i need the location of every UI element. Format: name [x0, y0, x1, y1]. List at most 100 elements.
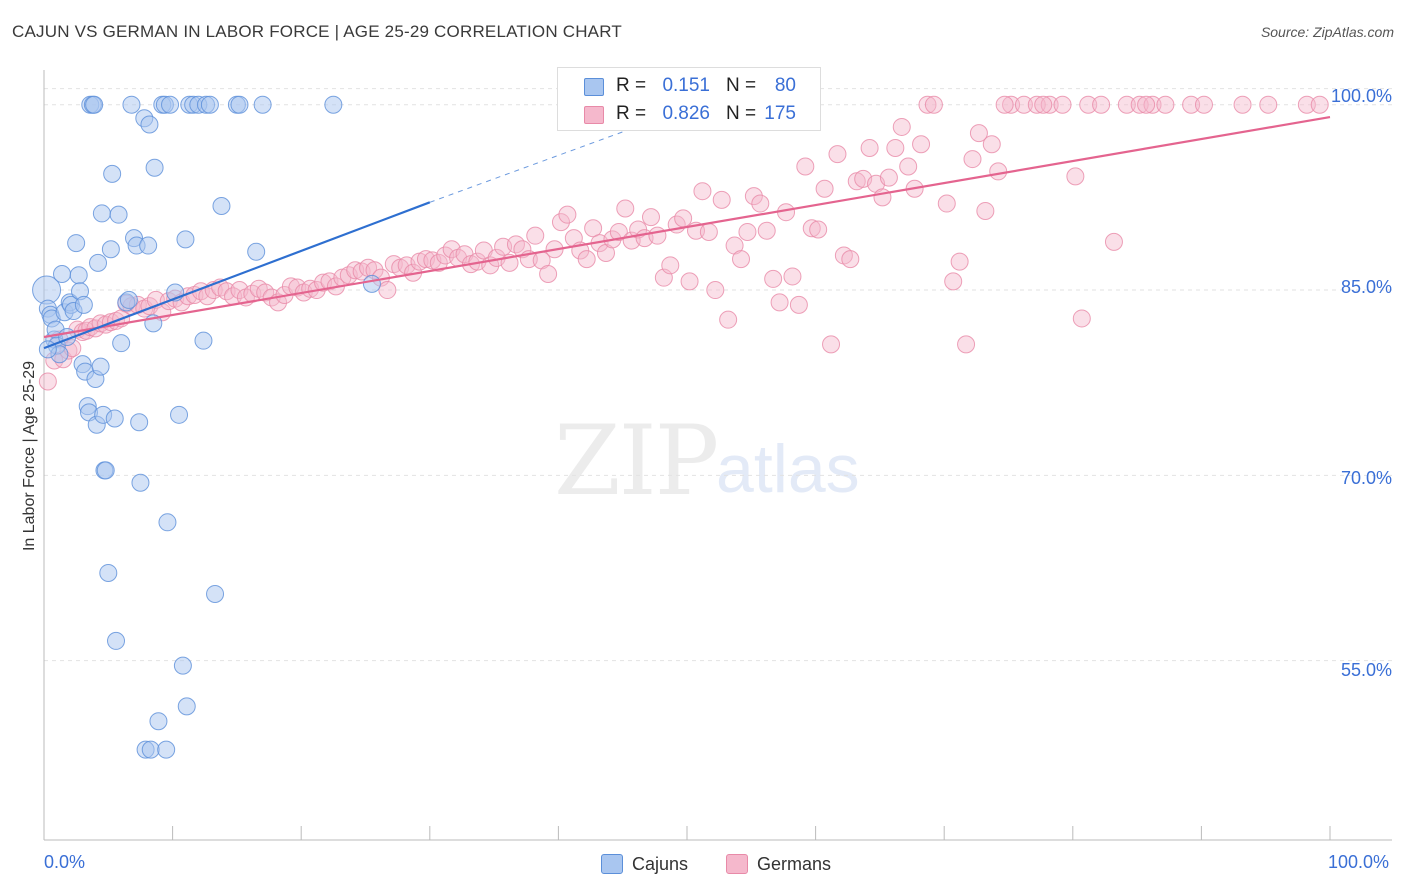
x-tick-label-min: 0.0% [44, 852, 86, 872]
chart-title: CAJUN VS GERMAN IN LABOR FORCE | AGE 25-… [12, 22, 622, 41]
y-tick-label-70: 70.0% [1340, 468, 1392, 488]
german-point-108 [706, 281, 725, 300]
y-tick-label-85: 85.0% [1340, 277, 1392, 297]
german-point-153 [1014, 95, 1033, 114]
german-point-109 [712, 190, 731, 209]
n-label: N = [726, 103, 757, 124]
cajun-point-46 [131, 473, 150, 492]
cajun-point-28 [91, 357, 110, 376]
cajun-point-57 [157, 740, 176, 759]
y-tick-label-100: 100.0% [1330, 86, 1392, 106]
cajun-point-70 [200, 95, 219, 114]
r-label: R = [616, 75, 647, 96]
german-point-143 [937, 194, 956, 213]
german-point-154 [1027, 95, 1046, 114]
german-point-150 [982, 135, 1001, 154]
german-point-162 [1117, 95, 1136, 114]
x-tick-label-max: 100.0% [1328, 852, 1390, 872]
german-point-57 [378, 281, 397, 300]
german-point-82 [539, 264, 558, 283]
cajun-point-38 [109, 205, 128, 224]
cajun-trendline [43, 201, 431, 350]
german-point-137 [892, 117, 911, 136]
german-point-93 [609, 222, 628, 241]
german-point-173 [995, 95, 1014, 114]
german-point-149 [976, 201, 995, 220]
german-point-151 [989, 162, 1008, 181]
cajun-point-76 [253, 95, 272, 114]
cajun-point-18 [74, 295, 93, 314]
cajun-swatch [584, 78, 604, 96]
stats-legend: R = 0.151 N = 80 R = 0.826 N = 175 [557, 67, 821, 131]
german-point-85 [558, 205, 577, 224]
german-point-132 [860, 138, 879, 157]
german-point-124 [809, 220, 828, 239]
german-point-99 [648, 226, 667, 245]
r-value: 0.826 [662, 103, 710, 124]
cajun-point-34 [101, 240, 120, 259]
german-point-0 [38, 372, 57, 391]
german-swatch [584, 106, 604, 124]
german-point-148 [969, 124, 988, 143]
cajun-point-71 [206, 584, 225, 603]
german-point-120 [783, 267, 802, 286]
german-point-161 [1104, 232, 1123, 251]
german-point-122 [796, 157, 815, 176]
german-point-110 [719, 310, 738, 329]
cajun-point-58 [158, 513, 177, 532]
cajun-point-62 [173, 656, 192, 675]
cajun-point-32 [96, 461, 115, 480]
cajun-point-61 [170, 405, 189, 424]
stats-row-germans: R = 0.826 N = 175 [558, 100, 820, 128]
n-label: N = [726, 75, 757, 96]
cajun-point-53 [145, 158, 164, 177]
cajun-point-29 [92, 204, 111, 223]
cajun-point-54 [149, 712, 168, 731]
watermark-atlas: atlas [716, 431, 860, 507]
cajun-point-75 [247, 242, 266, 261]
n-value: 175 [764, 103, 796, 124]
german-point-89 [584, 219, 603, 238]
german-point-103 [674, 209, 693, 228]
german-point-142 [924, 95, 943, 114]
source-label: Source: ZipAtlas.com [1260, 24, 1394, 40]
legend-label-cajuns: Cajuns [632, 854, 689, 874]
german-point-145 [950, 252, 969, 271]
cajun-point-8 [53, 264, 72, 283]
german-point-147 [963, 150, 982, 169]
german-point-135 [879, 168, 898, 187]
german-point-165 [1156, 95, 1175, 114]
german-point-98 [641, 208, 660, 227]
cajun-point-74 [230, 95, 249, 114]
cajun-point-33 [99, 563, 118, 582]
german-point-168 [1233, 95, 1252, 114]
german-point-163 [1130, 95, 1149, 114]
cajun-point-45 [130, 413, 149, 432]
german-point-117 [764, 269, 783, 288]
german-point-126 [822, 335, 841, 354]
cajun-point-27 [89, 253, 108, 272]
cajun-point-51 [141, 740, 160, 759]
german-point-156 [1053, 95, 1072, 114]
german-point-80 [526, 226, 545, 245]
german-point-114 [744, 187, 763, 206]
cajun-trendline-extension [429, 131, 623, 203]
cajun-point-78 [362, 274, 381, 293]
german-point-138 [899, 157, 918, 176]
cajun-point-15 [69, 266, 88, 285]
stats-row-cajuns: R = 0.151 N = 80 [558, 72, 820, 100]
german-point-159 [1079, 95, 1098, 114]
y-axis-label: In Labor Force | Age 25-29 [21, 360, 38, 552]
german-point-144 [944, 272, 963, 291]
german-point-94 [616, 199, 635, 218]
german-point-172 [1137, 95, 1156, 114]
cajun-point-42 [122, 95, 141, 114]
german-point-127 [828, 145, 847, 164]
german-point-129 [841, 250, 860, 269]
cajun-point-35 [103, 164, 122, 183]
german-point-101 [661, 256, 680, 275]
cajun-point-37 [107, 631, 126, 650]
german-point-121 [789, 295, 808, 314]
cajun-point-50 [140, 115, 159, 134]
